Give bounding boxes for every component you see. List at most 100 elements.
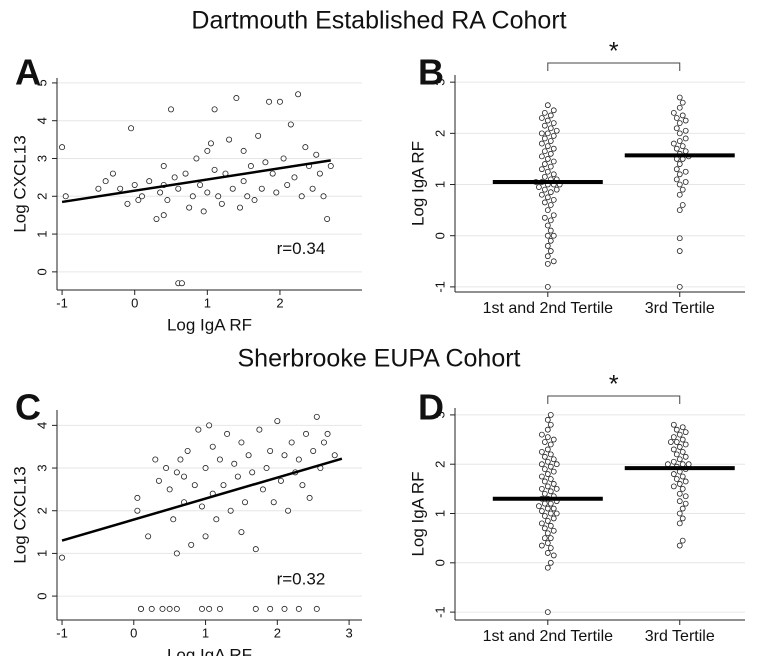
point [673, 176, 680, 183]
point [547, 412, 554, 418]
point [673, 439, 680, 445]
point [215, 193, 222, 200]
point [550, 171, 557, 178]
point [670, 458, 677, 465]
point [177, 456, 184, 463]
point [284, 181, 291, 188]
point [547, 500, 554, 507]
point [198, 503, 205, 510]
point [159, 605, 166, 612]
point [234, 473, 241, 480]
point [259, 486, 266, 493]
point [206, 422, 213, 429]
point [238, 439, 245, 446]
point [204, 189, 211, 196]
point [202, 465, 209, 472]
point [682, 179, 689, 185]
point [676, 444, 683, 450]
point [276, 98, 283, 105]
point [544, 458, 551, 465]
point [224, 430, 231, 437]
point [184, 447, 191, 454]
point [188, 541, 195, 548]
point [544, 505, 551, 512]
y-tick-label: 4 [34, 117, 49, 124]
point [240, 178, 247, 185]
panel-letter: A [15, 52, 41, 93]
point [145, 533, 152, 540]
point [670, 434, 677, 440]
point [547, 545, 554, 551]
point [547, 217, 554, 224]
point [324, 215, 331, 222]
point [676, 181, 683, 188]
point [242, 499, 249, 506]
y-tick-label: 1 [432, 510, 447, 517]
point [189, 193, 196, 200]
x-tick-label: 3rd Tertile [645, 628, 715, 645]
y-axis-label: Log IgA RF [408, 141, 427, 226]
x-tick-label: 3 [345, 625, 352, 640]
point [270, 499, 277, 506]
point [679, 515, 686, 522]
point [544, 260, 551, 267]
point [204, 147, 211, 154]
point [247, 163, 254, 170]
point [544, 471, 551, 477]
point [195, 426, 202, 433]
point [547, 112, 554, 119]
point [550, 527, 557, 534]
point [269, 170, 276, 177]
point [175, 185, 182, 192]
y-tick-label: 1 [34, 230, 49, 237]
point [109, 170, 116, 177]
x-tick-label: -1 [56, 295, 68, 310]
point [236, 204, 243, 211]
point [676, 161, 683, 167]
point [685, 461, 692, 468]
point [544, 540, 551, 546]
panel-letter: C [15, 387, 41, 428]
point [327, 163, 334, 170]
point [547, 138, 554, 144]
point [538, 166, 545, 173]
point [547, 150, 554, 157]
point [553, 186, 560, 193]
point [538, 485, 545, 492]
point [280, 155, 287, 162]
point [547, 463, 554, 470]
point [310, 447, 317, 454]
point [541, 500, 548, 507]
point [679, 202, 686, 208]
point [682, 117, 689, 124]
point [541, 148, 548, 155]
point [191, 482, 198, 489]
y-tick-label: 4 [34, 422, 49, 429]
point [550, 158, 557, 165]
point [679, 424, 686, 431]
point [547, 202, 554, 208]
point [178, 280, 185, 287]
point [547, 522, 554, 529]
x-tick-label: -1 [56, 625, 68, 640]
point [181, 473, 188, 480]
point [679, 436, 686, 443]
point [679, 143, 686, 150]
point [544, 530, 551, 537]
y-tick-label: 5 [34, 79, 49, 86]
point [667, 439, 674, 445]
point [550, 196, 557, 203]
point [541, 199, 548, 206]
point [152, 456, 159, 463]
point [541, 186, 548, 193]
point [211, 106, 218, 113]
point [59, 554, 66, 561]
point [676, 283, 683, 290]
point [173, 469, 180, 476]
point [541, 214, 548, 221]
point [252, 546, 259, 553]
point [541, 453, 548, 460]
x-axis-label: Log IgA RF [167, 645, 252, 656]
point [274, 418, 281, 425]
point [682, 493, 689, 500]
